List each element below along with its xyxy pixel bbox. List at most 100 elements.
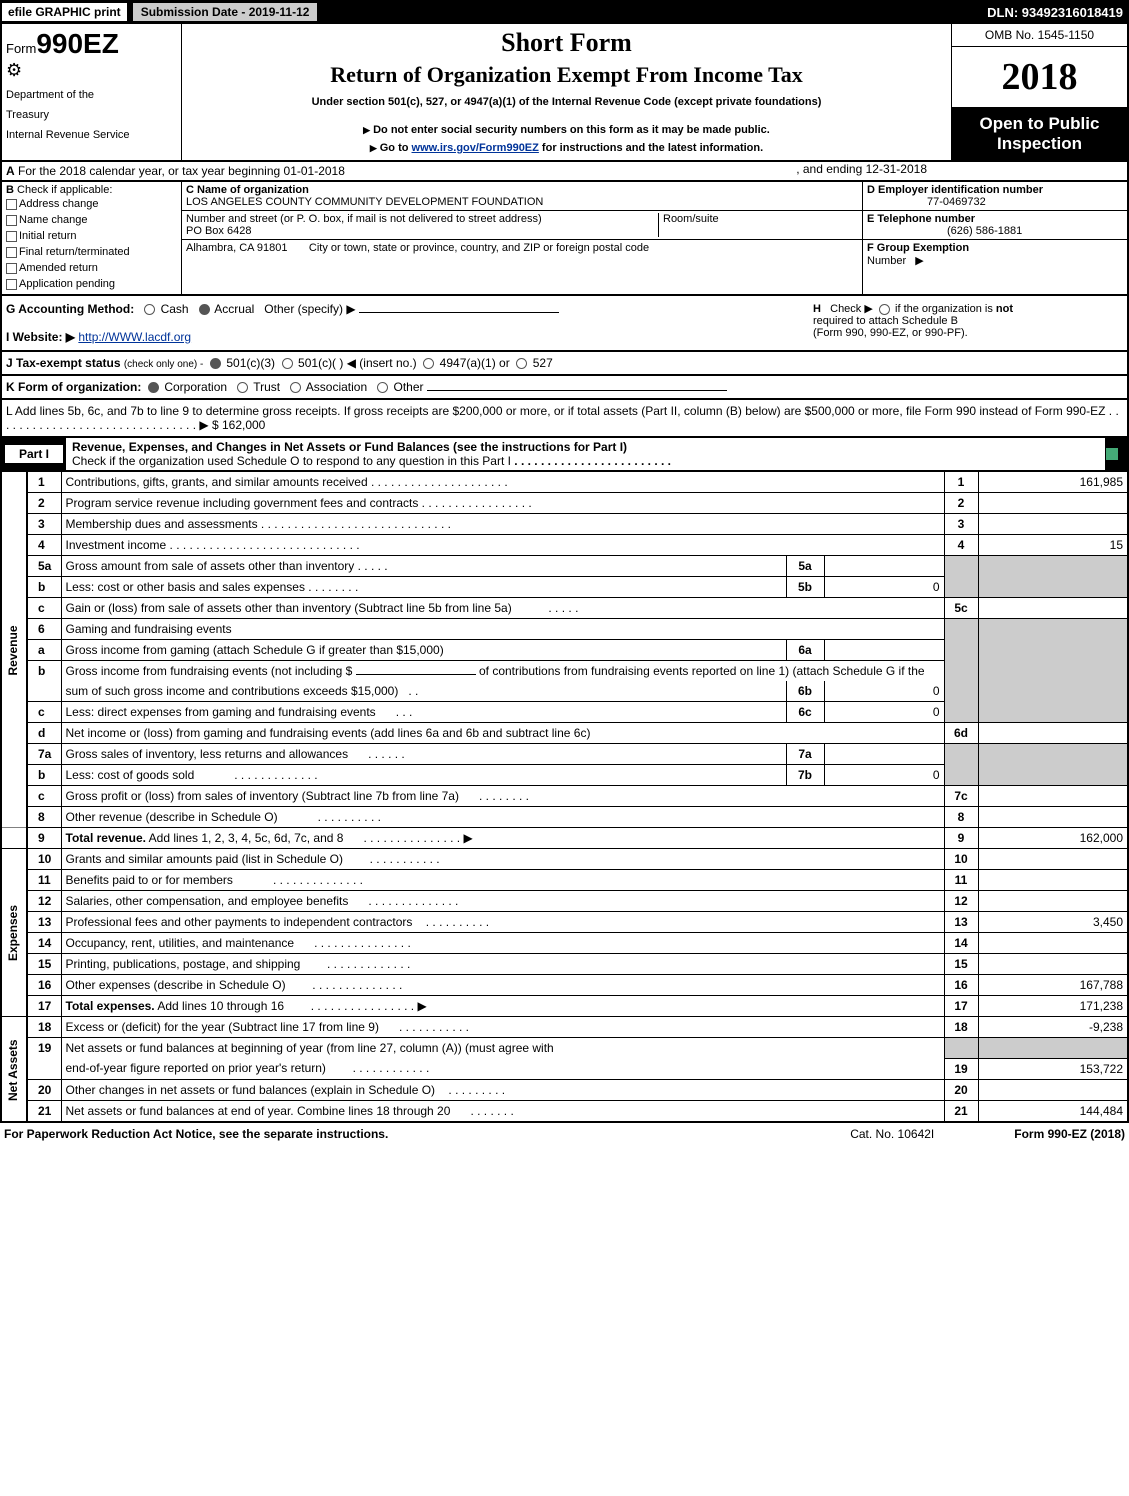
line-amt: 153,722 (978, 1058, 1128, 1079)
g-cash: Cash (161, 302, 189, 316)
sub-box: 7b (786, 765, 824, 786)
h-text-2: required to attach Schedule B (813, 315, 958, 327)
radio-icon[interactable] (148, 382, 159, 393)
line-a: A For the 2018 calendar year, or tax yea… (0, 162, 1129, 182)
line-j: J Tax-exempt status (check only one) - 5… (0, 352, 1129, 376)
form-number: 990EZ (36, 28, 119, 59)
under-section: Under section 501(c), 527, or 4947(a)(1)… (190, 96, 943, 108)
g-accrual: Accrual (214, 302, 254, 316)
line-l: L Add lines 5b, 6c, and 7b to line 9 to … (0, 400, 1129, 438)
sub-box: 7a (786, 744, 824, 765)
line-amt (978, 723, 1128, 744)
entity-block: B Check if applicable: Address change Na… (0, 182, 1129, 296)
sub-amt: 0 (824, 765, 944, 786)
revenue-side-label: Revenue (1, 472, 27, 828)
line-num: 1 (27, 472, 61, 493)
dots: . . . . . . . . . (448, 1083, 505, 1097)
irs-link[interactable]: www.irs.gov/Form990EZ (412, 142, 539, 154)
checkbox-icon[interactable] (6, 263, 17, 274)
dots: . . . . . . . . (479, 789, 529, 803)
line-box: 15 (944, 954, 978, 975)
line-box: 2 (944, 493, 978, 514)
line-desc: Grants and similar amounts paid (list in… (61, 849, 944, 870)
line-amt (978, 891, 1128, 912)
j-label: J Tax-exempt status (6, 356, 121, 370)
form-meta-block: OMB No. 1545-1150 2018 Open to Public In… (952, 24, 1127, 160)
radio-icon[interactable] (377, 382, 388, 393)
radio-icon[interactable] (879, 304, 890, 315)
sub-amt: 0 (824, 702, 944, 723)
radio-icon[interactable] (282, 358, 293, 369)
line-box: 8 (944, 807, 978, 828)
part-subtitle: Check if the organization used Schedule … (72, 454, 511, 468)
addr-change: Address change (19, 198, 99, 210)
line-desc: Gaming and fundraising events (61, 619, 944, 640)
amended-return: Amended return (19, 262, 98, 274)
other-specify-line[interactable] (359, 312, 559, 313)
line-desc: Gross income from fundraising events (no… (61, 661, 944, 682)
line-amt: 144,484 (978, 1100, 1128, 1122)
line-desc: Salaries, other compensation, and employ… (61, 891, 944, 912)
line-desc: Other revenue (describe in Schedule O) .… (61, 807, 944, 828)
k-trust: Trust (253, 380, 280, 394)
checkbox-icon[interactable] (6, 215, 17, 226)
line-amt (978, 807, 1128, 828)
form-header: Form990EZ ⚙ Department of the Treasury I… (0, 24, 1129, 162)
radio-icon[interactable] (290, 382, 301, 393)
efile-print-label[interactable]: efile GRAPHIC print (0, 1, 129, 23)
grey-cell (944, 619, 978, 723)
radio-icon[interactable] (199, 304, 210, 315)
radio-icon[interactable] (423, 358, 434, 369)
line-box: 7c (944, 786, 978, 807)
line-num: 14 (27, 933, 61, 954)
checkbox-icon[interactable] (6, 199, 17, 210)
radio-icon[interactable] (144, 304, 155, 315)
line-desc: Excess or (deficit) for the year (Subtra… (61, 1017, 944, 1038)
arrow-icon (370, 142, 380, 154)
line-desc: Other expenses (describe in Schedule O) … (61, 975, 944, 996)
website-link[interactable]: http://WWW.lacdf.org (78, 330, 191, 344)
line-a-left: For the 2018 calendar year, or tax year … (18, 164, 345, 178)
line-num: b (27, 765, 61, 786)
netassets-side-label: Net Assets (1, 1017, 27, 1122)
radio-icon[interactable] (237, 382, 248, 393)
line-desc: Less: cost of goods sold . . . . . . . .… (61, 765, 786, 786)
line-desc: Total revenue. Add lines 1, 2, 3, 4, 5c,… (61, 828, 944, 849)
dots: . . . . . . . . . . . . . (234, 768, 317, 782)
line-a-right: , and ending 12-31-2018 (796, 162, 1127, 180)
initial-return: Initial return (19, 230, 76, 242)
k-other-line[interactable] (427, 390, 727, 391)
sub-amt (824, 640, 944, 661)
checkbox-icon[interactable] (6, 279, 17, 290)
line-amt: 161,985 (978, 472, 1128, 493)
line-num: b (27, 577, 61, 598)
form-title-block: Short Form Return of Organization Exempt… (182, 24, 952, 160)
city-label: City or town, state or province, country… (309, 242, 649, 254)
checkbox-icon[interactable] (6, 247, 17, 258)
desc-text: Less: cost of goods sold (66, 768, 195, 782)
desc-text-2: end-of-year figure reported on prior yea… (66, 1061, 326, 1075)
radio-icon[interactable] (516, 358, 527, 369)
line-box: 6d (944, 723, 978, 744)
column-c: C Name of organization LOS ANGELES COUNT… (182, 182, 862, 294)
sub-box: 5b (786, 577, 824, 598)
dln-label: DLN: 93492316018419 (987, 5, 1129, 20)
grey-cell (978, 556, 1128, 598)
line-k: K Form of organization: Corporation Trus… (0, 376, 1129, 400)
line-desc: Occupancy, rent, utilities, and maintena… (61, 933, 944, 954)
fill-line[interactable] (356, 674, 476, 675)
line-desc: Net income or (loss) from gaming and fun… (61, 723, 944, 744)
grey-cell (944, 744, 978, 786)
dept-line-3: Internal Revenue Service (6, 121, 177, 141)
dots: . . . . . . . . . . . . (353, 1061, 430, 1075)
radio-icon[interactable] (210, 358, 221, 369)
sub-box: 5a (786, 556, 824, 577)
checkbox-icon[interactable] (6, 231, 17, 242)
schedule-o-checkbox[interactable] (1105, 447, 1119, 461)
dots: . . . . . (548, 601, 578, 615)
dots: . . . . . . . . . . . . . . . . ▶ (311, 999, 427, 1013)
dots: . . . . . . . . . . (318, 810, 381, 824)
form-version: Form 990-EZ (2018) (1014, 1127, 1125, 1141)
line-amt: 15 (978, 535, 1128, 556)
line-box: 1 (944, 472, 978, 493)
